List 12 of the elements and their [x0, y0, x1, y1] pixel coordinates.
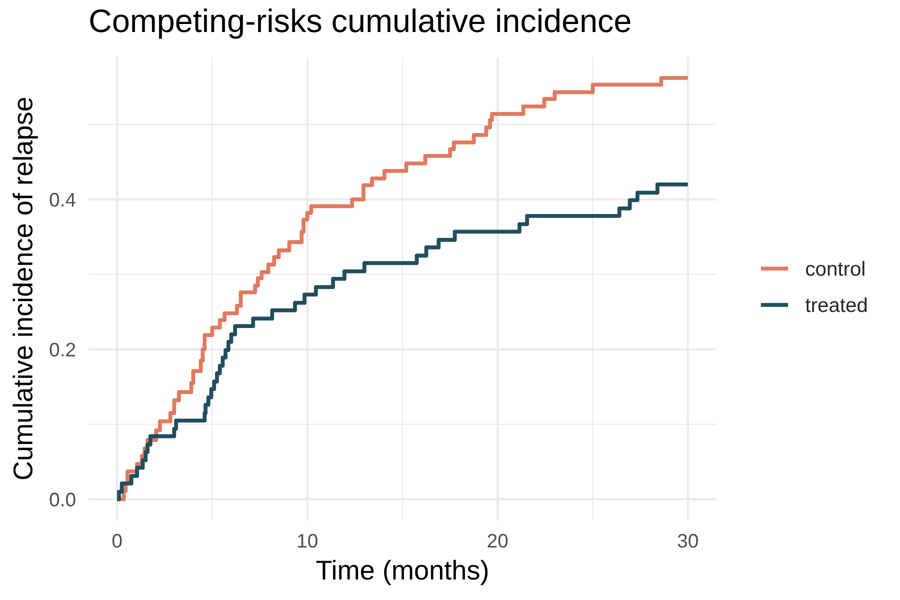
x-axis-title: Time (months): [316, 560, 488, 586]
x-tick-label: 20: [488, 534, 508, 548]
legend-label: treated: [806, 297, 867, 312]
y-tick-label: 0.4: [50, 192, 76, 207]
x-tick-label: 10: [298, 534, 318, 548]
x-tick-label: 0: [112, 534, 122, 548]
chart-title: Competing-risks cumulative incidence: [90, 8, 630, 39]
legend-label: control: [806, 261, 864, 276]
y-tick-label: 0.0: [50, 492, 76, 506]
x-tick-label: 30: [678, 534, 698, 548]
y-axis-title: Cumulative incidence of relapse: [12, 98, 38, 480]
y-tick-label: 0.2: [50, 342, 76, 357]
